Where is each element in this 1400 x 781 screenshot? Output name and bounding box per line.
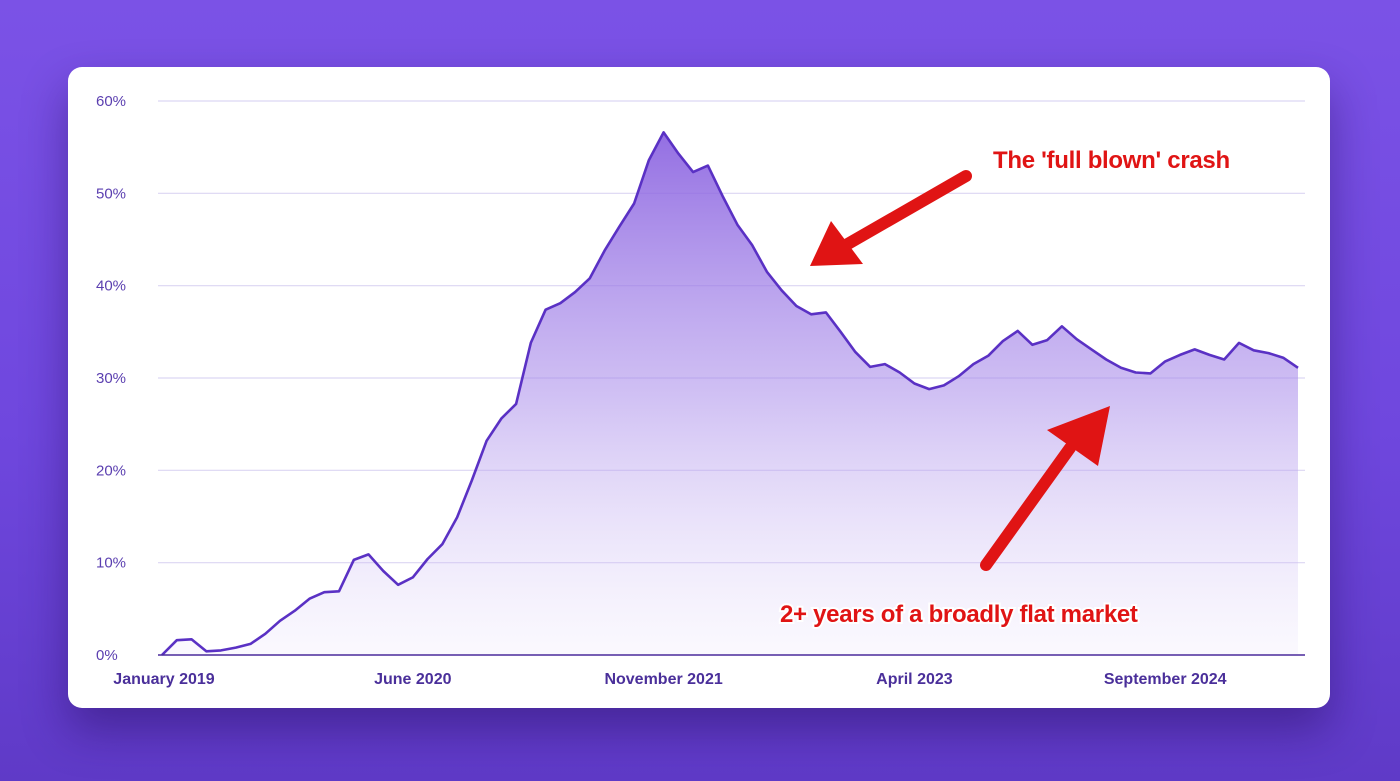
y-tick-label: 50% — [96, 185, 126, 202]
y-tick-label: 20% — [96, 462, 126, 479]
arrow-to-crash — [810, 170, 972, 266]
arrow-head-flat — [1047, 406, 1110, 466]
series-line — [161, 131, 1299, 656]
x-tick-label: November 2021 — [604, 671, 722, 688]
x-tick-label: June 2020 — [374, 671, 451, 688]
y-axis-ticks: 0% 10% 20% 30% 40% 50% 60% — [96, 93, 126, 664]
x-axis-ticks: January 2019 June 2020 November 2021 April … — [113, 671, 1226, 688]
y-tick-label: 60% — [96, 93, 126, 110]
x-tick-label: April 2023 — [876, 671, 953, 688]
annotation-flat: 2+ years of a broadly flat market — [780, 601, 1138, 628]
x-tick-label: January 2019 — [113, 671, 215, 688]
arrow-to-flat — [980, 406, 1110, 571]
x-tick-label: September 2024 — [1104, 671, 1227, 688]
y-tick-label: 10% — [96, 555, 126, 572]
y-tick-label: 40% — [96, 278, 126, 295]
y-tick-label: 30% — [96, 370, 126, 387]
annotation-crash: The 'full blown' crash — [993, 147, 1230, 174]
arrow-head-crash — [810, 221, 863, 266]
y-tick-label: 0% — [96, 647, 118, 664]
